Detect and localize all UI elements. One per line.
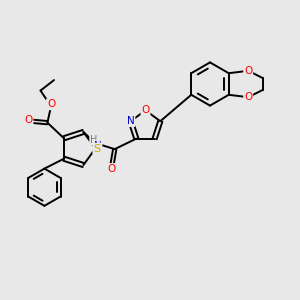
- Text: H: H: [90, 134, 98, 145]
- Text: N: N: [127, 116, 134, 126]
- Text: O: O: [47, 99, 55, 110]
- Text: O: O: [24, 115, 33, 125]
- Text: O: O: [141, 105, 150, 116]
- Text: N: N: [94, 140, 101, 151]
- Text: S: S: [93, 143, 100, 154]
- Text: O: O: [244, 66, 252, 76]
- Text: O: O: [244, 92, 252, 102]
- Text: O: O: [108, 164, 116, 174]
